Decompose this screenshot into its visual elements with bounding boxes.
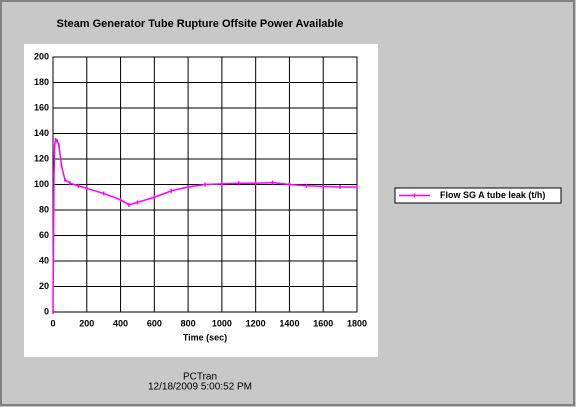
y-tick-label: 60 [39, 230, 49, 240]
x-tick-label: 600 [147, 318, 162, 328]
x-tick-label: 1600 [313, 318, 333, 328]
y-tick-label: 20 [39, 281, 49, 291]
footer-text: 12/18/2009 5:00:52 PM [148, 382, 252, 393]
y-tick-label: 80 [39, 204, 49, 214]
x-tick-label: 1000 [212, 318, 232, 328]
x-tick-label: 1800 [347, 318, 367, 328]
chart-title: Steam Generator Tube Rupture Offsite Pow… [57, 18, 344, 30]
y-tick-label: 200 [34, 51, 49, 61]
x-tick-label: 0 [50, 318, 55, 328]
x-tick-label: 200 [79, 318, 94, 328]
y-tick-label: 160 [34, 102, 49, 112]
x-tick-label: 800 [181, 318, 196, 328]
y-tick-label: 0 [44, 306, 49, 316]
y-tick-label: 140 [34, 128, 49, 138]
footer-text: PCTran [183, 372, 217, 383]
x-axis-label: Time (sec) [183, 332, 227, 342]
x-tick-label: 1400 [279, 318, 299, 328]
y-tick-label: 180 [34, 77, 49, 87]
legend [394, 187, 562, 204]
legend-label: Flow SG A tube leak (t/h) [440, 190, 545, 200]
x-tick-label: 400 [113, 318, 128, 328]
x-tick-label: 1200 [246, 318, 266, 328]
y-tick-label: 120 [34, 153, 49, 163]
y-tick-label: 100 [34, 179, 49, 189]
y-tick-label: 40 [39, 255, 49, 265]
